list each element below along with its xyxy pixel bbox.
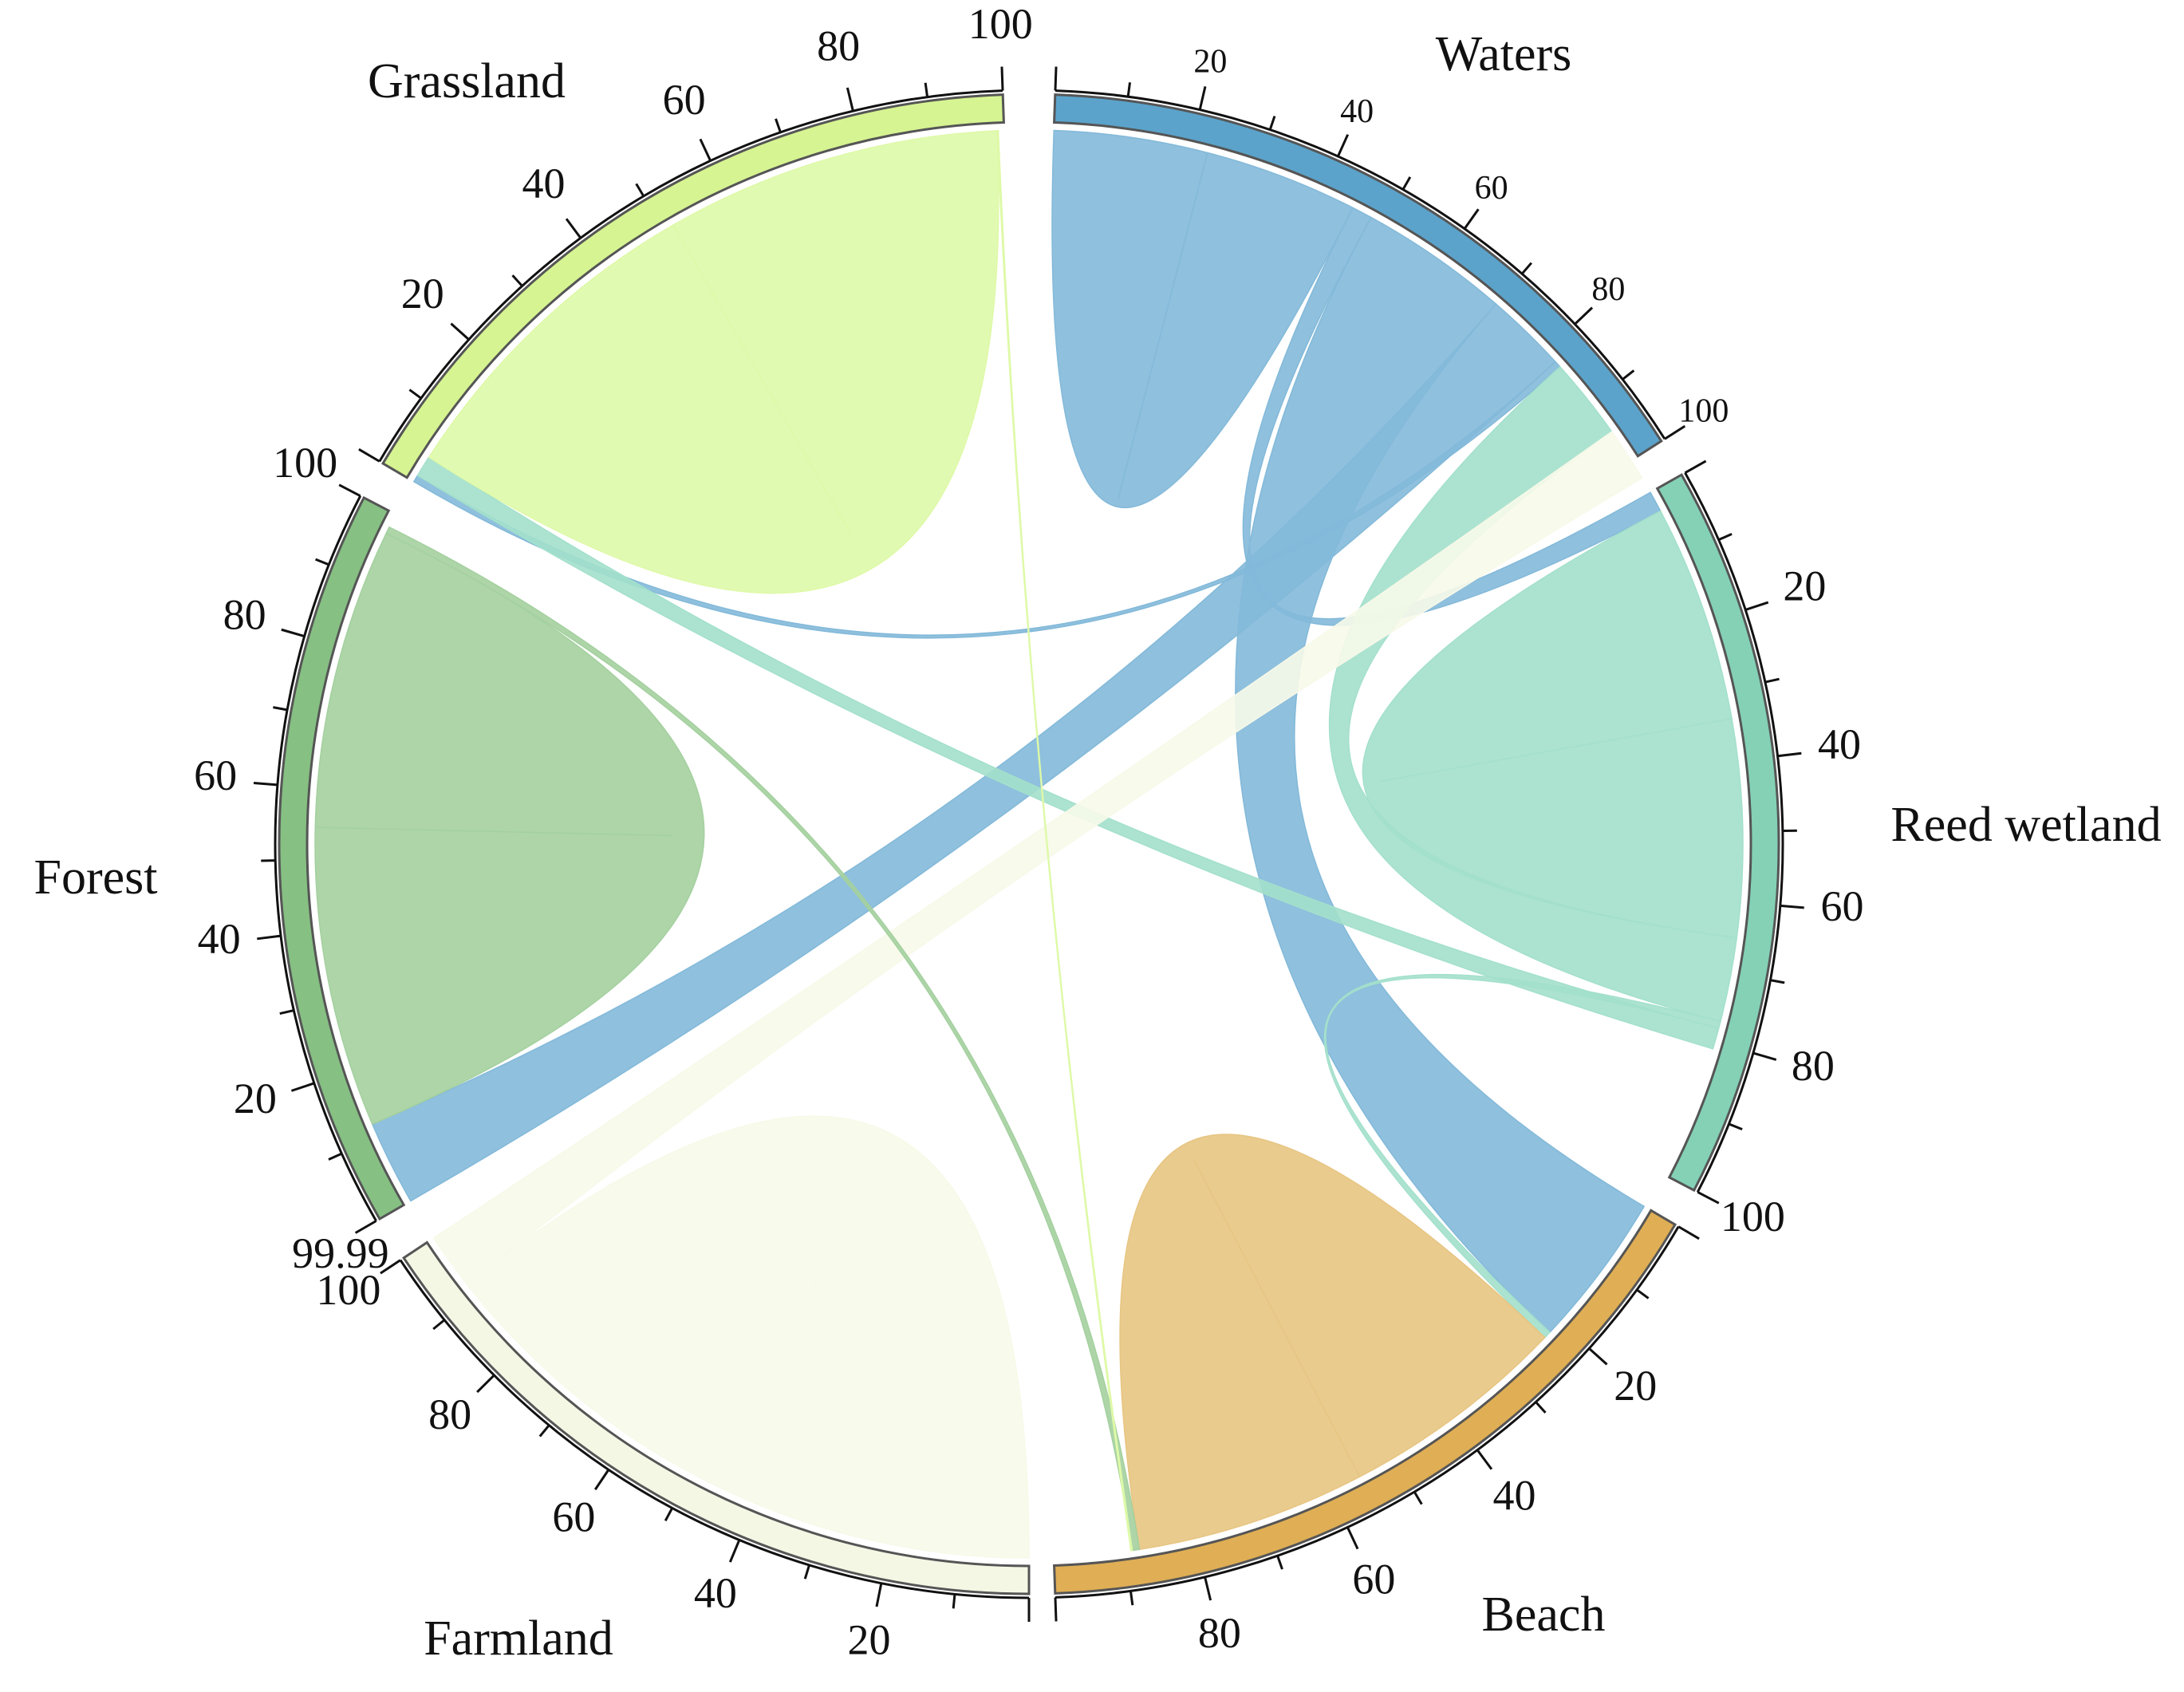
tick-mark-forest-80 xyxy=(282,629,305,636)
tick-mark-waters-10 xyxy=(1128,82,1129,97)
group-label-grassland: Grassland xyxy=(368,54,566,108)
tick-label-waters-60: 60 xyxy=(1475,170,1508,207)
tick-mark-farmland-60 xyxy=(595,1469,609,1489)
tick-mark-forest-100 xyxy=(339,485,361,496)
tick-label-waters-20: 20 xyxy=(1193,44,1227,81)
tick-label-grassland-60: 60 xyxy=(663,76,706,124)
tick-mark-grassland-0 xyxy=(359,449,380,461)
group-label-beach: Beach xyxy=(1482,1587,1606,1642)
tick-label-grassland-100: 100 xyxy=(968,0,1033,48)
tick-mark-farmland-40 xyxy=(730,1540,739,1562)
tick-label-reed-wetland-80: 80 xyxy=(1792,1042,1835,1090)
tick-mark-waters-80 xyxy=(1575,308,1592,325)
tick-mark-beach-0 xyxy=(1678,1227,1699,1239)
tick-label-waters-40: 40 xyxy=(1340,93,1374,130)
tick-label-reed-wetland-20: 20 xyxy=(1783,562,1826,610)
tick-mark-waters-50 xyxy=(1403,177,1410,190)
tick-mark-farmland-30 xyxy=(805,1565,809,1579)
tick-mark-waters-20 xyxy=(1200,86,1205,109)
tick-mark-reed-wetland-30 xyxy=(1765,679,1780,682)
tick-mark-grassland-60 xyxy=(700,139,711,160)
tick-mark-forest-40 xyxy=(257,936,281,939)
tick-label-waters-100: 100 xyxy=(1678,393,1729,430)
tick-mark-waters-30 xyxy=(1270,116,1275,130)
tick-label-grassland-20: 20 xyxy=(401,270,444,317)
tick-mark-grassland-90 xyxy=(925,83,927,97)
tick-mark-reed-wetland-0 xyxy=(1685,461,1705,473)
tick-label-waters-80: 80 xyxy=(1591,271,1625,308)
tick-label-reed-wetland-100: 100 xyxy=(1721,1193,1785,1240)
tick-mark-forest-30 xyxy=(280,1011,294,1014)
tick-mark-beach-70 xyxy=(1278,1556,1283,1569)
tick-mark-farmland-90 xyxy=(433,1320,444,1329)
tick-mark-farmland-20 xyxy=(877,1584,881,1607)
tick-mark-beach-80 xyxy=(1205,1577,1211,1600)
tick-label-farmland-20: 20 xyxy=(848,1616,891,1664)
tick-mark-beach-20 xyxy=(1589,1348,1606,1364)
tick-mark-beach-10 xyxy=(1637,1290,1649,1299)
tick-mark-farmland-50 xyxy=(665,1508,672,1520)
group-label-forest: Forest xyxy=(34,850,158,905)
chords-layer xyxy=(315,131,1743,1558)
tick-mark-waters-60 xyxy=(1465,209,1478,228)
tick-mark-reed-wetland-80 xyxy=(1753,1053,1776,1059)
tick-label-forest-40: 40 xyxy=(198,915,241,963)
tick-label-grassland-40: 40 xyxy=(522,160,565,207)
tick-label-forest-20: 20 xyxy=(234,1075,277,1122)
tick-mark-grassland-10 xyxy=(409,390,421,399)
tick-mark-beach-40 xyxy=(1477,1450,1492,1469)
tick-mark-reed-wetland-70 xyxy=(1770,980,1784,983)
tick-mark-reed-wetland-40 xyxy=(1778,753,1802,756)
group-label-farmland: Farmland xyxy=(424,1611,613,1666)
tick-label-farmland-end: 99.99 xyxy=(292,1229,389,1277)
group-label-reed-wetland: Reed wetland xyxy=(1890,798,2161,852)
tick-label-beach-80: 80 xyxy=(1198,1609,1241,1657)
tick-mark-farmland-70 xyxy=(540,1426,549,1437)
tick-mark-waters-0 xyxy=(1055,67,1056,91)
tick-mark-reed-wetland-60 xyxy=(1780,905,1804,907)
tick-mark-reed-wetland-100 xyxy=(1697,1192,1719,1203)
tick-mark-forest-20 xyxy=(291,1083,313,1091)
tick-mark-beach-100 xyxy=(1055,1597,1056,1621)
tick-label-farmland-60: 60 xyxy=(552,1493,595,1540)
tick-mark-forest-70 xyxy=(273,708,287,710)
tick-label-reed-wetland-40: 40 xyxy=(1818,720,1861,768)
tick-label-farmland-40: 40 xyxy=(694,1569,737,1617)
tick-mark-beach-50 xyxy=(1414,1492,1421,1504)
tick-mark-grassland-20 xyxy=(451,324,468,340)
tick-label-farmland-80: 80 xyxy=(428,1390,471,1438)
tick-mark-beach-30 xyxy=(1536,1402,1545,1413)
tick-mark-reed-wetland-90 xyxy=(1729,1124,1742,1130)
tick-label-grassland-80: 80 xyxy=(817,22,860,70)
tick-mark-grassland-70 xyxy=(776,119,781,132)
tick-mark-grassland-100 xyxy=(1002,67,1003,91)
tick-mark-farmland-10 xyxy=(953,1594,955,1608)
tick-mark-grassland-80 xyxy=(847,88,853,111)
tick-mark-beach-90 xyxy=(1130,1591,1132,1605)
tick-mark-grassland-40 xyxy=(566,219,581,238)
tick-mark-forest-60 xyxy=(254,783,278,785)
tick-label-beach-60: 60 xyxy=(1352,1556,1395,1603)
tick-label-forest-60: 60 xyxy=(194,751,237,799)
tick-label-beach-40: 40 xyxy=(1493,1472,1536,1520)
tick-label-beach-20: 20 xyxy=(1614,1362,1657,1410)
tick-mark-reed-wetland-20 xyxy=(1745,602,1768,609)
tick-mark-waters-70 xyxy=(1522,263,1532,274)
tick-label-forest-80: 80 xyxy=(223,590,266,638)
tick-mark-grassland-50 xyxy=(637,183,644,195)
tick-label-reed-wetland-60: 60 xyxy=(1821,882,1864,930)
tick-mark-beach-60 xyxy=(1347,1527,1358,1548)
group-label-waters: Waters xyxy=(1436,27,1572,81)
tick-mark-grassland-30 xyxy=(513,275,522,286)
tick-mark-forest-90 xyxy=(316,559,329,565)
tick-mark-waters-40 xyxy=(1338,135,1347,156)
tick-mark-farmland-80 xyxy=(477,1375,494,1392)
tick-label-forest-100: 100 xyxy=(273,439,337,487)
tick-mark-reed-wetland-10 xyxy=(1719,534,1732,539)
tick-mark-waters-90 xyxy=(1622,370,1634,379)
tick-mark-forest-10 xyxy=(329,1154,341,1159)
